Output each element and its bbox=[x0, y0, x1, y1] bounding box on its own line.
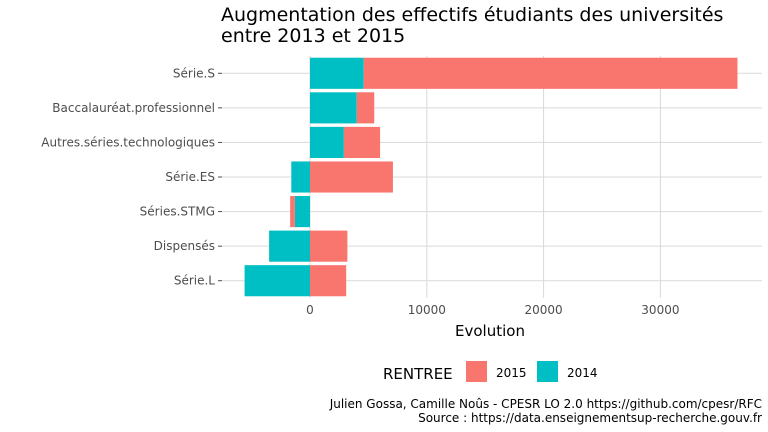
y-tick-label: Séries.STMG bbox=[140, 205, 215, 219]
bar-2015 bbox=[363, 57, 738, 89]
bar-2015 bbox=[356, 92, 375, 124]
y-tick-label: Série.ES bbox=[165, 170, 215, 184]
x-tick-label: 30000 bbox=[641, 303, 679, 317]
bar-2014 bbox=[310, 92, 357, 124]
caption-line-2: Source : https://data.enseignementsup-re… bbox=[418, 411, 762, 425]
caption-line-1: Julien Gossa, Camille Noûs - CPESR LO 2.… bbox=[329, 397, 762, 411]
bar-2015 bbox=[343, 126, 381, 158]
bar-2014 bbox=[294, 196, 310, 228]
y-tick-label: Série.L bbox=[174, 274, 215, 288]
legend-swatch-2015 bbox=[466, 361, 487, 382]
x-tick-label: 0 bbox=[306, 303, 314, 317]
bar-2014 bbox=[291, 161, 310, 193]
x-axis-title: Evolution bbox=[455, 322, 525, 340]
legend-title: RENTREE bbox=[383, 365, 453, 383]
y-tick-labels: Série.S Baccalauréat.professionnel Autres.… bbox=[41, 66, 215, 287]
bar-2014 bbox=[310, 57, 364, 89]
legend: RENTREE 2015 2014 bbox=[383, 361, 598, 383]
y-tick-label: Série.S bbox=[173, 66, 215, 80]
y-tick-label: Dispensés bbox=[154, 239, 215, 253]
y-tick-label: Autres.séries.technologiques bbox=[41, 135, 215, 149]
bars bbox=[244, 57, 738, 297]
x-tick-labels: 0 10000 20000 30000 bbox=[306, 303, 679, 317]
x-tick-label: 20000 bbox=[525, 303, 563, 317]
bar-2015 bbox=[310, 230, 348, 262]
chart-title-line-2: entre 2013 et 2015 bbox=[221, 25, 405, 47]
legend-label-2014: 2014 bbox=[567, 366, 598, 380]
y-tick-label: Baccalauréat.professionnel bbox=[52, 101, 215, 115]
bar-2014 bbox=[244, 265, 310, 297]
x-tick-label: 10000 bbox=[408, 303, 446, 317]
bar-2015 bbox=[310, 161, 393, 193]
bar-2015 bbox=[310, 265, 347, 297]
chart-title-line-1: Augmentation des effectifs étudiants des… bbox=[221, 4, 723, 26]
legend-label-2015: 2015 bbox=[496, 366, 527, 380]
bar-2015 bbox=[290, 196, 295, 228]
legend-swatch-2014 bbox=[537, 361, 558, 382]
bar-2014 bbox=[310, 126, 344, 158]
bar-2014 bbox=[269, 230, 310, 262]
